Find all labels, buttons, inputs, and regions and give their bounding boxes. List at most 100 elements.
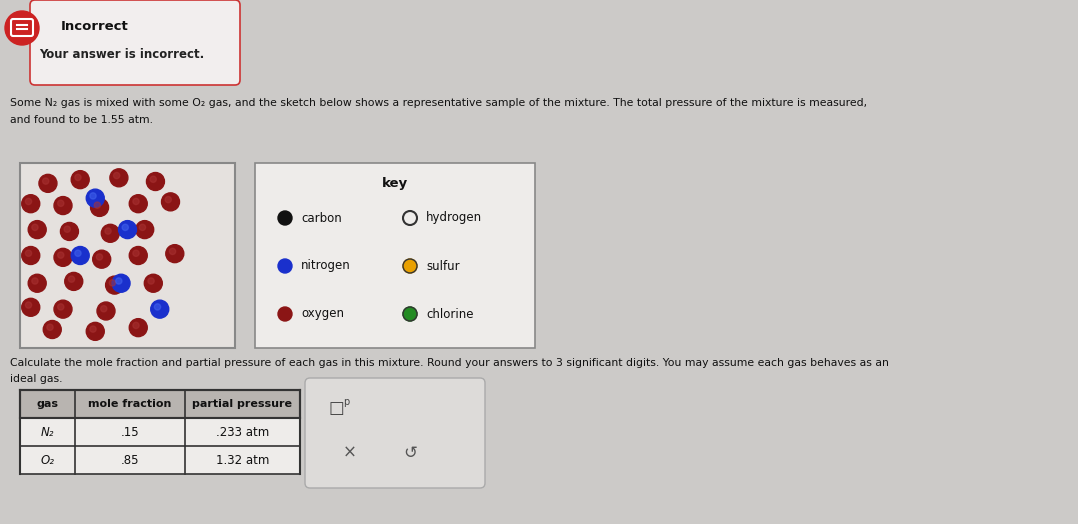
- Circle shape: [162, 193, 180, 211]
- Text: ↺: ↺: [403, 444, 417, 462]
- Bar: [255, 163, 535, 348]
- Circle shape: [5, 11, 39, 45]
- Circle shape: [26, 302, 31, 308]
- Text: ×: ×: [343, 444, 357, 462]
- Circle shape: [86, 189, 105, 207]
- Text: carbon: carbon: [301, 212, 342, 224]
- Bar: [20, 390, 300, 418]
- Circle shape: [136, 221, 154, 238]
- Text: partial pressure: partial pressure: [193, 399, 292, 409]
- Text: Incorrect: Incorrect: [61, 20, 128, 34]
- Polygon shape: [18, 34, 25, 41]
- Circle shape: [139, 224, 146, 231]
- Circle shape: [119, 221, 137, 238]
- Circle shape: [403, 259, 417, 273]
- Circle shape: [57, 304, 64, 310]
- Circle shape: [129, 195, 148, 213]
- Bar: [20, 163, 235, 348]
- Circle shape: [54, 300, 72, 318]
- Circle shape: [74, 250, 81, 256]
- Circle shape: [93, 250, 111, 268]
- Circle shape: [71, 246, 89, 265]
- Circle shape: [278, 211, 292, 225]
- Circle shape: [115, 278, 122, 284]
- Circle shape: [133, 198, 139, 204]
- Circle shape: [22, 246, 40, 265]
- Circle shape: [403, 307, 417, 321]
- Circle shape: [151, 300, 169, 318]
- Circle shape: [105, 228, 111, 234]
- Circle shape: [144, 274, 163, 292]
- Circle shape: [28, 221, 46, 238]
- Circle shape: [57, 200, 64, 206]
- Circle shape: [97, 302, 115, 320]
- Circle shape: [278, 307, 292, 321]
- Circle shape: [129, 246, 148, 265]
- Circle shape: [101, 224, 120, 242]
- Circle shape: [166, 245, 184, 263]
- Text: sulfur: sulfur: [426, 259, 459, 272]
- Circle shape: [28, 274, 46, 292]
- Text: oxygen: oxygen: [301, 308, 344, 321]
- Text: ideal gas.: ideal gas.: [10, 374, 63, 384]
- Text: .15: .15: [121, 425, 139, 439]
- Circle shape: [113, 172, 120, 179]
- Circle shape: [150, 176, 156, 182]
- Circle shape: [278, 259, 292, 273]
- Circle shape: [147, 172, 165, 191]
- Circle shape: [91, 199, 109, 216]
- Circle shape: [22, 195, 40, 213]
- Circle shape: [129, 319, 148, 336]
- Circle shape: [26, 250, 31, 256]
- Circle shape: [31, 224, 38, 231]
- Text: and found to be 1.55 atm.: and found to be 1.55 atm.: [10, 115, 153, 125]
- Bar: [20, 418, 300, 446]
- Text: Calculate the mole fraction and partial pressure of each gas in this mixture. Ro: Calculate the mole fraction and partial …: [10, 358, 889, 368]
- Text: nitrogen: nitrogen: [301, 259, 350, 272]
- Circle shape: [109, 280, 115, 286]
- Text: □: □: [328, 399, 344, 417]
- Text: p: p: [343, 397, 349, 407]
- Text: chlorine: chlorine: [426, 308, 473, 321]
- Text: .233 atm: .233 atm: [216, 425, 270, 439]
- Text: Your answer is incorrect.: Your answer is incorrect.: [39, 49, 204, 61]
- Circle shape: [57, 252, 64, 258]
- Text: gas: gas: [37, 399, 58, 409]
- Circle shape: [86, 322, 105, 341]
- Text: hydrogen: hydrogen: [426, 212, 482, 224]
- Circle shape: [43, 321, 61, 339]
- Circle shape: [106, 276, 124, 294]
- Circle shape: [60, 223, 79, 241]
- Text: O₂: O₂: [41, 453, 55, 466]
- Circle shape: [154, 304, 161, 310]
- Circle shape: [165, 196, 171, 203]
- Circle shape: [26, 198, 31, 204]
- Text: 1.32 atm: 1.32 atm: [216, 453, 270, 466]
- FancyBboxPatch shape: [30, 0, 240, 85]
- Circle shape: [42, 178, 49, 184]
- Text: N₂: N₂: [41, 425, 54, 439]
- Circle shape: [54, 196, 72, 214]
- Circle shape: [96, 254, 102, 260]
- Circle shape: [169, 248, 176, 255]
- Circle shape: [31, 278, 38, 284]
- Circle shape: [54, 248, 72, 266]
- Text: mole fraction: mole fraction: [88, 399, 171, 409]
- Circle shape: [100, 305, 107, 312]
- Text: Some N₂ gas is mixed with some O₂ gas, and the sketch below shows a representati: Some N₂ gas is mixed with some O₂ gas, a…: [10, 98, 867, 108]
- Circle shape: [46, 324, 53, 331]
- Circle shape: [71, 171, 89, 189]
- Circle shape: [89, 326, 96, 332]
- Circle shape: [68, 276, 74, 282]
- Circle shape: [110, 169, 128, 187]
- Circle shape: [133, 250, 139, 256]
- Circle shape: [22, 298, 40, 316]
- Circle shape: [39, 174, 57, 192]
- Text: .85: .85: [121, 453, 139, 466]
- FancyBboxPatch shape: [305, 378, 485, 488]
- Circle shape: [112, 274, 130, 292]
- Bar: [20, 446, 300, 474]
- Circle shape: [64, 226, 70, 232]
- Circle shape: [122, 224, 128, 231]
- FancyBboxPatch shape: [11, 19, 33, 36]
